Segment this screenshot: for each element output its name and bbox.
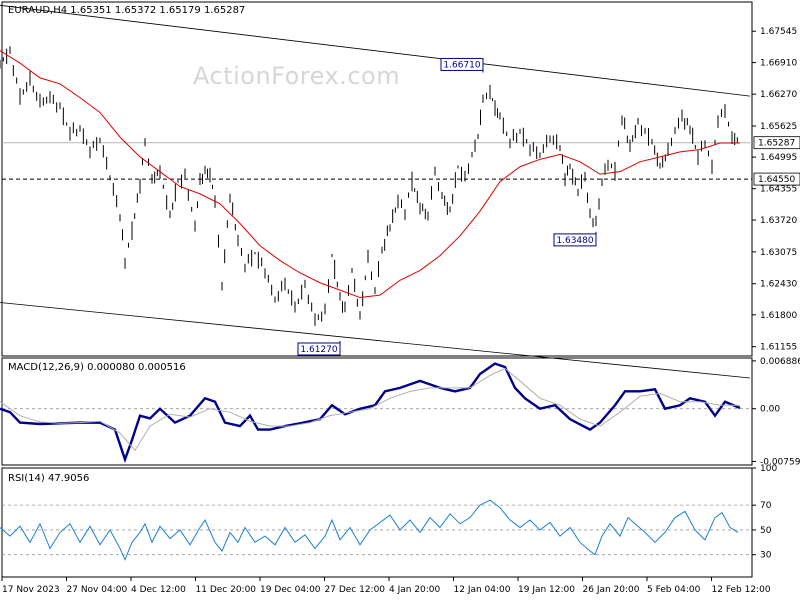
macd-main-line	[0, 362, 741, 464]
price-tick-label: 1.64355	[760, 185, 797, 195]
x-axis-label: 27 Dec 12:00	[325, 585, 386, 595]
rsi-tick-label: 70	[760, 501, 772, 511]
macd-tick-label: 0.006886	[760, 357, 800, 367]
support-level-tag-box	[753, 172, 800, 186]
x-axis-label: 4 Jan 20:00	[389, 585, 441, 595]
price-tick-label: 1.64995	[760, 153, 797, 163]
channel-lower-line	[0, 302, 751, 379]
x-axis-label: 27 Nov 04:00	[67, 585, 128, 595]
chart-header: EURAUD,H4 1.65351 1.65372 1.65179 1.6528…	[8, 5, 245, 16]
rsi-line	[0, 499, 739, 561]
macd-tick-label: 0.00	[760, 405, 780, 415]
symbol-label: EURAUD,H4	[8, 5, 68, 16]
price-annotation-label: 1.61270	[300, 345, 337, 355]
price-tick-label: 1.61155	[760, 343, 797, 353]
x-axis-label: 19 Jan 12:00	[518, 585, 575, 595]
moving-average-line	[0, 50, 740, 299]
price-tick-label: 1.67545	[760, 27, 797, 37]
x-axis-label: 26 Jan 20:00	[583, 585, 640, 595]
channel-upper-line	[0, 4, 751, 97]
rsi-panel-frame	[1, 467, 753, 578]
x-axis-label: 12 Feb 12:00	[712, 585, 771, 595]
macd-panel-frame	[1, 357, 753, 466]
price-tick-label: 1.65625	[760, 122, 797, 132]
rsi-label: RSI(14) 47.9056	[8, 473, 90, 484]
macd-label: MACD(12,26,9) 0.000080 0.000516	[8, 362, 186, 373]
x-axis-label: 19 Dec 04:00	[260, 585, 321, 595]
x-axis-label: 12 Jan 04:00	[454, 585, 511, 595]
x-axis-label: 5 Feb 04:00	[647, 585, 701, 595]
x-axis-label: 17 Nov 2023	[2, 585, 60, 595]
price-annotation-label: 1.63480	[556, 236, 593, 246]
price-annotation-label: 1.66710	[443, 60, 480, 70]
macd-signal-line	[0, 367, 740, 452]
rsi-tick-label: 50	[760, 526, 772, 536]
x-axis-label: 4 Dec 12:00	[131, 585, 186, 595]
watermark: ActionForex.com	[193, 62, 401, 90]
price-tick-label: 1.63720	[760, 216, 797, 226]
price-tick-label: 1.61800	[760, 311, 797, 321]
price-tick-label: 1.62430	[760, 280, 797, 290]
open-value: 1.65351	[70, 5, 112, 16]
current-price-tag-box	[753, 136, 800, 150]
current-price-tag: 1.65287	[758, 139, 795, 149]
price-tick-label: 1.66270	[760, 90, 797, 100]
low-value: 1.65179	[159, 5, 201, 16]
close-value: 1.65287	[203, 5, 246, 16]
x-axis-label: 11 Dec 20:00	[196, 585, 257, 595]
price-tick-label: 1.66910	[760, 59, 797, 69]
rsi-tick-label: 30	[760, 551, 772, 561]
support-level-tag: 1.64550	[758, 175, 795, 185]
rsi-tick-label: 100	[760, 464, 777, 474]
high-value: 1.65372	[114, 5, 157, 16]
price-tick-label: 1.63075	[760, 248, 797, 258]
